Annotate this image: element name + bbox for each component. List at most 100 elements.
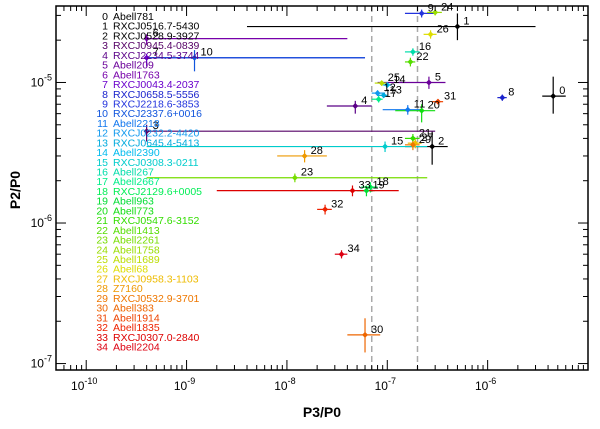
legend-name-13: RXCJ0645.4-5413 (113, 137, 200, 149)
point-5 (425, 79, 432, 86)
legend-entry-9: 9 RXCJ2218.6-3853 (102, 98, 199, 110)
legend-name-7: RXCJ0043.4-2037 (113, 79, 200, 91)
point-label-22: 22 (416, 51, 428, 63)
x-tick-label-3: 10-7 (375, 376, 396, 393)
y-tick-label-2: 10-5 (31, 72, 52, 89)
legend-name-12: RXCJ0232.2-4420 (113, 128, 200, 140)
legend-id-32: 32 (96, 322, 108, 334)
legend-entry-19: 19 Abell963 (96, 196, 154, 208)
legend-id-5: 5 (102, 60, 108, 72)
point-label-20: 20 (428, 100, 440, 112)
point-label-11: 11 (414, 99, 425, 111)
point-label-31: 31 (444, 91, 456, 103)
legend-id-30: 30 (96, 303, 108, 315)
legend-entry-13: 13 RXCJ0645.4-5413 (96, 137, 199, 149)
point-4 (352, 103, 359, 110)
legend-entry-32: 32 Abell1835 (96, 322, 160, 334)
legend-id-19: 19 (96, 196, 108, 208)
legend-name-20: Abell773 (113, 205, 154, 217)
legend-entry-20: 20 Abell773 (96, 205, 154, 217)
data-points (143, 9, 557, 338)
legend-entry-10: 10 RXCJ2337.6+0016 (96, 108, 202, 120)
legend-name-4: RXCJ2234.5-3744 (113, 50, 200, 62)
point-label-27: 27 (421, 132, 433, 144)
legend-entry-0: 0 Abell781 (102, 11, 154, 23)
legend-entry-28: 28 Z7160 (96, 283, 143, 295)
point-1 (454, 23, 461, 30)
legend-id-8: 8 (102, 89, 108, 101)
axis-ticks (56, 6, 589, 371)
legend-name-22: Abell1413 (113, 225, 160, 237)
legend-id-26: 26 (96, 264, 108, 276)
legend-entry-29: 29 RXCJ0532.9-3701 (96, 293, 199, 305)
point-label-6: 6 (153, 28, 159, 40)
legend-name-19: Abell963 (113, 196, 154, 208)
legend-id-22: 22 (96, 225, 108, 237)
point-label-29: 29 (419, 134, 431, 146)
point-label-4: 4 (361, 95, 367, 107)
legend-id-11: 11 (97, 118, 108, 130)
legend-id-14: 14 (96, 147, 108, 159)
point-label-30: 30 (371, 324, 383, 336)
legend-name-15: RXCJ0308.3-0211 (113, 157, 199, 169)
point-label-10: 10 (201, 47, 213, 59)
point-12 (374, 90, 381, 97)
point-16 (409, 48, 416, 55)
point-label-23: 23 (301, 167, 313, 179)
point-6 (143, 35, 150, 42)
legend-entry-17: 17 Abell2667 (96, 176, 160, 188)
plot-frame (55, 5, 589, 371)
legend-id-12: 12 (96, 128, 108, 140)
point-label-32: 32 (331, 198, 343, 210)
point-label-13: 13 (390, 84, 402, 96)
x-tick-label-4: 10-6 (475, 376, 496, 393)
point-label-16: 16 (419, 41, 431, 53)
legend-id-29: 29 (96, 293, 108, 305)
point-23 (291, 174, 298, 181)
legend-name-29: RXCJ0532.9-3701 (113, 293, 200, 305)
legend-name-0: Abell781 (113, 11, 154, 23)
legend-id-15: 15 (96, 157, 108, 169)
legend-id-0: 0 (102, 11, 108, 23)
legend-name-3: RXCJ0945.4-0839 (113, 40, 200, 52)
point-14 (384, 81, 391, 88)
point-26 (427, 31, 434, 38)
legend-entry-4: 4 RXCJ2234.5-3744 (102, 50, 199, 62)
legend-id-10: 10 (96, 108, 108, 120)
legend-entry-1: 1 RXCJ0516.7-5430 (102, 21, 199, 33)
legend-id-2: 2 (102, 30, 108, 42)
legend-id-27: 27 (96, 273, 108, 285)
point-34 (338, 251, 345, 258)
point-24 (432, 9, 439, 16)
point-label-8: 8 (508, 87, 514, 99)
point-label-15: 15 (391, 136, 403, 148)
legend-entry-3: 3 RXCJ0945.4-0839 (102, 40, 199, 52)
legend-name-27: RXCJ0958.3-1103 (113, 273, 199, 285)
point-10 (191, 54, 198, 61)
legend-name-33: RXCJ0307.0-2840 (113, 332, 200, 344)
point-8 (499, 94, 506, 101)
point-label-0: 0 (559, 85, 565, 97)
point-label-21: 21 (419, 127, 431, 139)
point-28 (301, 152, 308, 159)
legend-id-4: 4 (102, 50, 108, 62)
y-tick-label-0: 10-7 (31, 354, 52, 371)
legend-id-17: 17 (96, 176, 108, 188)
point-15 (382, 143, 389, 150)
point-17 (375, 96, 382, 103)
point-32 (322, 206, 329, 213)
point-7 (143, 54, 150, 61)
legend-id-34: 34 (96, 341, 108, 353)
legend-name-14: Abell2390 (113, 147, 160, 159)
legend-entry-11: 11 Abell2218 (97, 118, 160, 130)
legend-id-6: 6 (102, 69, 108, 81)
point-labels: 0123456789101112131415161718192021222324… (153, 1, 566, 335)
point-9 (418, 10, 425, 17)
legend-entry-12: 12 RXCJ0232.2-4420 (96, 128, 199, 140)
legend-id-31: 31 (96, 312, 108, 324)
point-label-14: 14 (393, 74, 405, 86)
point-33 (349, 187, 356, 194)
x-tick-label-0: 10-10 (71, 376, 97, 393)
point-label-7: 7 (153, 47, 159, 59)
point-label-1: 1 (463, 16, 469, 28)
